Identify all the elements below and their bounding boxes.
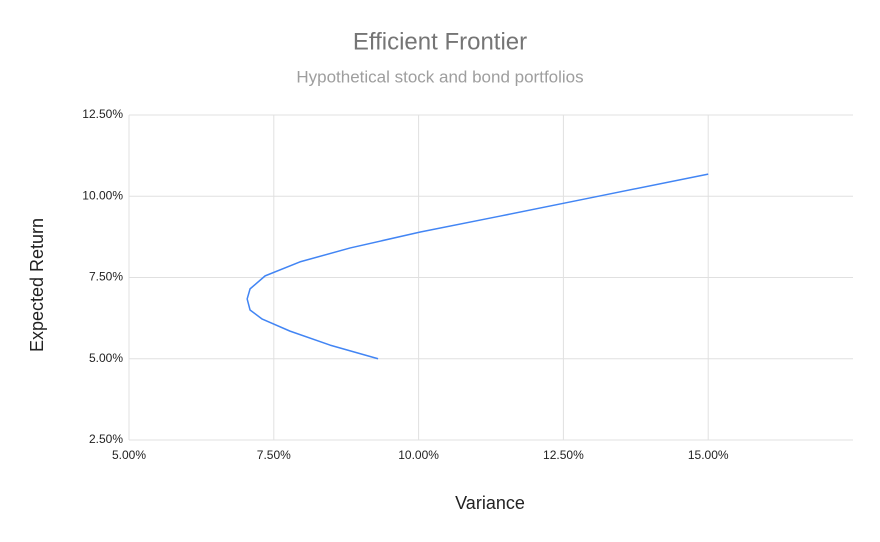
x-tick-label: 15.00% <box>688 448 729 462</box>
chart-subtitle: Hypothetical stock and bond portfolios <box>296 67 583 86</box>
y-axis-label: Expected Return <box>27 218 47 352</box>
y-tick-label: 10.00% <box>82 188 123 202</box>
x-tick-label: 12.50% <box>543 448 584 462</box>
y-tick-label: 12.50% <box>82 107 123 121</box>
y-tick-label: 2.50% <box>89 432 123 446</box>
x-axis-label: Variance <box>455 493 525 513</box>
x-tick-label: 7.50% <box>257 448 291 462</box>
x-tick-label: 10.00% <box>398 448 439 462</box>
chart-title: Efficient Frontier <box>353 28 527 55</box>
x-tick-label: 5.00% <box>112 448 146 462</box>
series-line <box>246 173 709 360</box>
y-tick-label: 7.50% <box>89 270 123 284</box>
y-tick-label: 5.00% <box>89 351 123 365</box>
